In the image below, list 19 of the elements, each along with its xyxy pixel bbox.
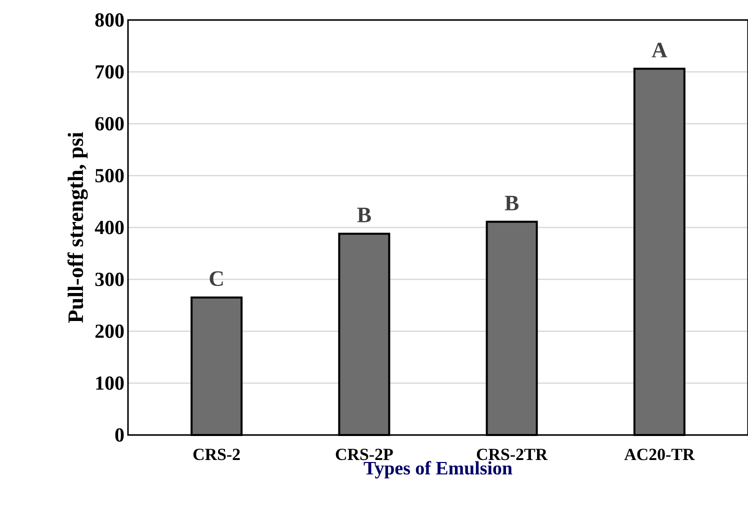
y-tick-label: 400 (94, 220, 124, 234)
y-tick-label: 100 (96, 376, 124, 390)
x-tick-label: CRS-2P (336, 448, 393, 460)
annotation: A (652, 42, 668, 58)
y-tick-label: 600 (95, 117, 124, 130)
annotation: B (504, 196, 519, 210)
y-tick-label: 300 (95, 272, 124, 286)
y-tick-label: 200 (95, 324, 124, 338)
x-tick-label: CRS-2TR (476, 448, 548, 460)
x-axis-title: Types of Emulsion (364, 461, 512, 478)
y-tick-label: 700 (96, 65, 124, 79)
x-tick-label: AC20-TR (624, 448, 695, 460)
y-tick-label: 0 (115, 428, 124, 442)
y-tick-label: 500 (95, 168, 124, 182)
y-axis-title: Pull-off strength, psi (67, 132, 88, 323)
x-tick-label: CRS-2 (193, 448, 240, 460)
annotation: B (357, 208, 371, 222)
annotation: C (210, 271, 223, 286)
y-tick-label: 800 (95, 13, 124, 27)
